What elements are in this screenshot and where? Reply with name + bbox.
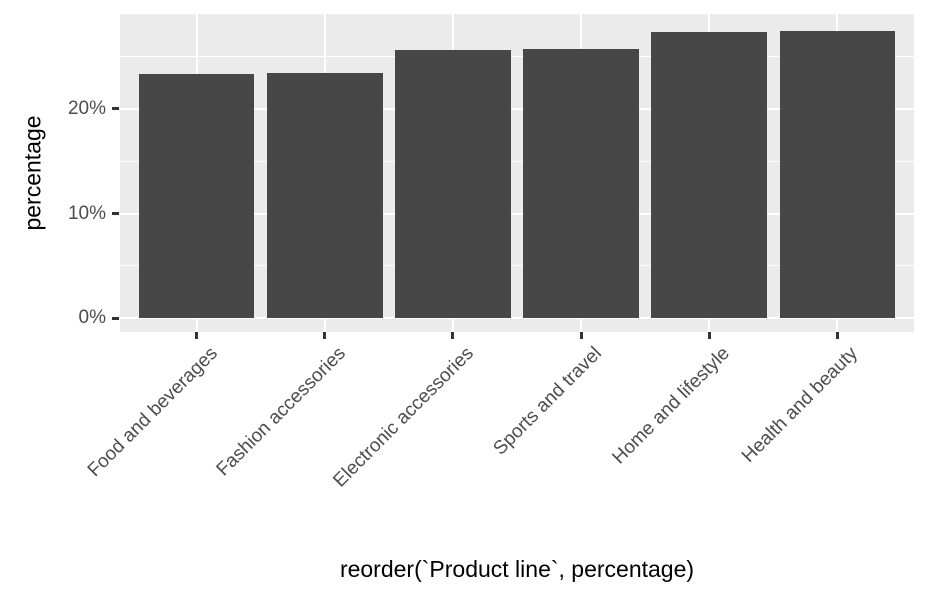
gridline-major <box>120 212 914 215</box>
plot-panel <box>120 14 914 332</box>
x-tick-label: Fashion accessories <box>212 343 350 481</box>
bar <box>651 32 767 319</box>
x-tick-label: Electronic accessories <box>329 343 478 492</box>
x-tick-mark <box>707 332 711 339</box>
gridline-major <box>120 317 914 320</box>
gridline-minor <box>120 55 914 57</box>
y-tick-mark <box>112 212 119 216</box>
bar <box>779 31 895 319</box>
y-tick-label: 0% <box>78 307 106 329</box>
x-tick-label: Sports and travel <box>489 343 606 460</box>
x-axis-title: reorder(`Product line`, percentage) <box>339 556 695 582</box>
gridline-minor <box>120 265 914 267</box>
x-tick-mark <box>579 332 583 339</box>
x-tick-mark <box>451 332 455 339</box>
gridline-minor <box>120 160 914 162</box>
y-tick-mark <box>112 316 119 320</box>
y-tick-mark <box>112 107 119 111</box>
x-tick-label: Food and beverages <box>83 343 222 482</box>
x-tick-mark <box>323 332 327 339</box>
y-tick-label: 10% <box>67 202 106 224</box>
x-tick-mark <box>195 332 199 339</box>
x-tick-mark <box>835 332 839 339</box>
x-tick-label: Home and lifestyle <box>608 343 734 469</box>
y-tick-label: 20% <box>67 97 106 119</box>
bar <box>395 50 511 319</box>
x-tick-label: Health and beauty <box>738 343 863 467</box>
bar <box>523 49 639 319</box>
gridline-major <box>120 107 914 110</box>
bar <box>139 74 255 319</box>
bar <box>267 73 383 319</box>
